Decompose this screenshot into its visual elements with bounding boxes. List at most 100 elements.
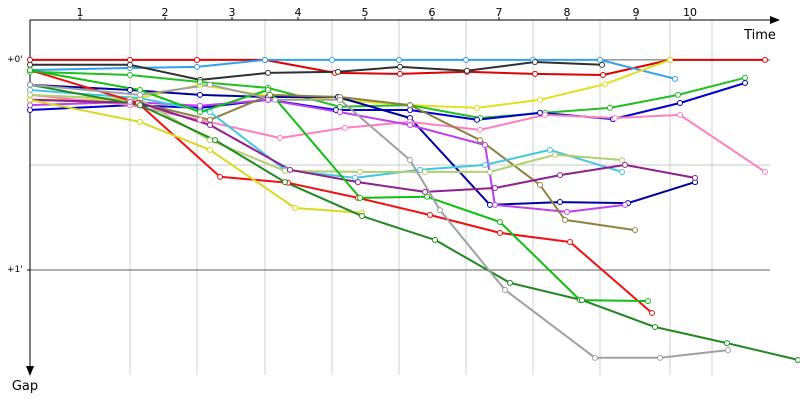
- data-point: [138, 119, 143, 124]
- data-point: [208, 110, 213, 115]
- data-point: [408, 158, 413, 163]
- data-point: [658, 355, 663, 360]
- data-point: [293, 206, 298, 211]
- data-point: [213, 138, 218, 143]
- data-point: [338, 110, 343, 115]
- data-point: [398, 64, 403, 69]
- data-point: [278, 135, 283, 140]
- data-point: [28, 88, 33, 93]
- data-point: [478, 138, 483, 143]
- data-point: [398, 71, 403, 76]
- data-point: [478, 127, 483, 132]
- data-point: [266, 70, 271, 75]
- data-point: [543, 112, 548, 117]
- data-point: [548, 147, 553, 152]
- data-point: [558, 200, 563, 205]
- data-point: [195, 64, 200, 69]
- data-point: [465, 68, 470, 73]
- data-point: [563, 217, 568, 222]
- data-point: [623, 162, 628, 167]
- data-point: [273, 97, 278, 102]
- data-point: [28, 82, 33, 87]
- data-point: [408, 123, 413, 128]
- data-point: [668, 57, 673, 62]
- data-point: [533, 60, 538, 65]
- data-point: [198, 92, 203, 97]
- data-point: [488, 202, 493, 207]
- data-point: [28, 103, 33, 108]
- y-tick-label: +0': [7, 55, 23, 65]
- data-point: [493, 202, 498, 207]
- x-tick-label: 9: [633, 6, 640, 19]
- data-point: [673, 76, 678, 81]
- data-point: [598, 57, 603, 62]
- y-tick-label: +1': [7, 265, 23, 275]
- data-point: [128, 88, 133, 93]
- data-point: [726, 348, 731, 353]
- data-point: [565, 209, 570, 214]
- data-point: [428, 213, 433, 218]
- data-point: [600, 62, 605, 67]
- data-point: [198, 117, 203, 122]
- data-point: [358, 195, 363, 200]
- data-point: [138, 88, 143, 93]
- data-point: [653, 325, 658, 330]
- data-point: [423, 189, 428, 194]
- data-point: [796, 357, 800, 362]
- data-point: [208, 123, 213, 128]
- data-point: [138, 92, 143, 97]
- data-point: [483, 142, 488, 147]
- data-point: [128, 62, 133, 67]
- data-point: [623, 202, 628, 207]
- data-point: [28, 92, 33, 97]
- data-point: [360, 214, 365, 219]
- data-point: [423, 169, 428, 174]
- data-point: [488, 169, 493, 174]
- data-point: [498, 220, 503, 225]
- data-point: [678, 100, 683, 105]
- data-point: [743, 75, 748, 80]
- data-point: [266, 88, 271, 93]
- data-point: [128, 57, 133, 62]
- data-point: [475, 117, 480, 122]
- data-point: [208, 147, 213, 152]
- data-point: [128, 99, 133, 104]
- data-point: [195, 57, 200, 62]
- data-point: [343, 125, 348, 130]
- data-point: [208, 82, 213, 87]
- data-point: [558, 173, 563, 178]
- data-point: [28, 62, 33, 67]
- data-point: [538, 97, 543, 102]
- data-point: [608, 105, 613, 110]
- x-tick-label: 10: [683, 6, 697, 19]
- data-point: [356, 180, 361, 185]
- x-tick-label: 6: [429, 6, 436, 19]
- data-point: [676, 92, 681, 97]
- x-tick-label: 5: [362, 6, 369, 19]
- data-point: [464, 57, 469, 62]
- data-point: [283, 168, 288, 173]
- x-tick-label: 7: [496, 6, 503, 19]
- data-point: [503, 287, 508, 292]
- data-point: [538, 182, 543, 187]
- data-point: [763, 57, 768, 62]
- data-point: [533, 71, 538, 76]
- y-axis-title: Gap: [12, 379, 38, 394]
- data-point: [613, 116, 618, 121]
- x-tick-label: 1: [77, 6, 84, 19]
- x-tick-label: 8: [564, 6, 571, 19]
- data-point: [433, 237, 438, 242]
- data-point: [338, 97, 343, 102]
- data-point: [208, 138, 213, 143]
- data-point: [601, 72, 606, 77]
- data-point: [28, 107, 33, 112]
- data-point: [620, 169, 625, 174]
- data-point: [603, 82, 608, 87]
- data-point: [633, 228, 638, 233]
- data-point: [198, 103, 203, 108]
- data-point: [650, 311, 655, 316]
- data-point: [28, 97, 33, 102]
- data-point: [483, 162, 488, 167]
- data-point: [725, 341, 730, 346]
